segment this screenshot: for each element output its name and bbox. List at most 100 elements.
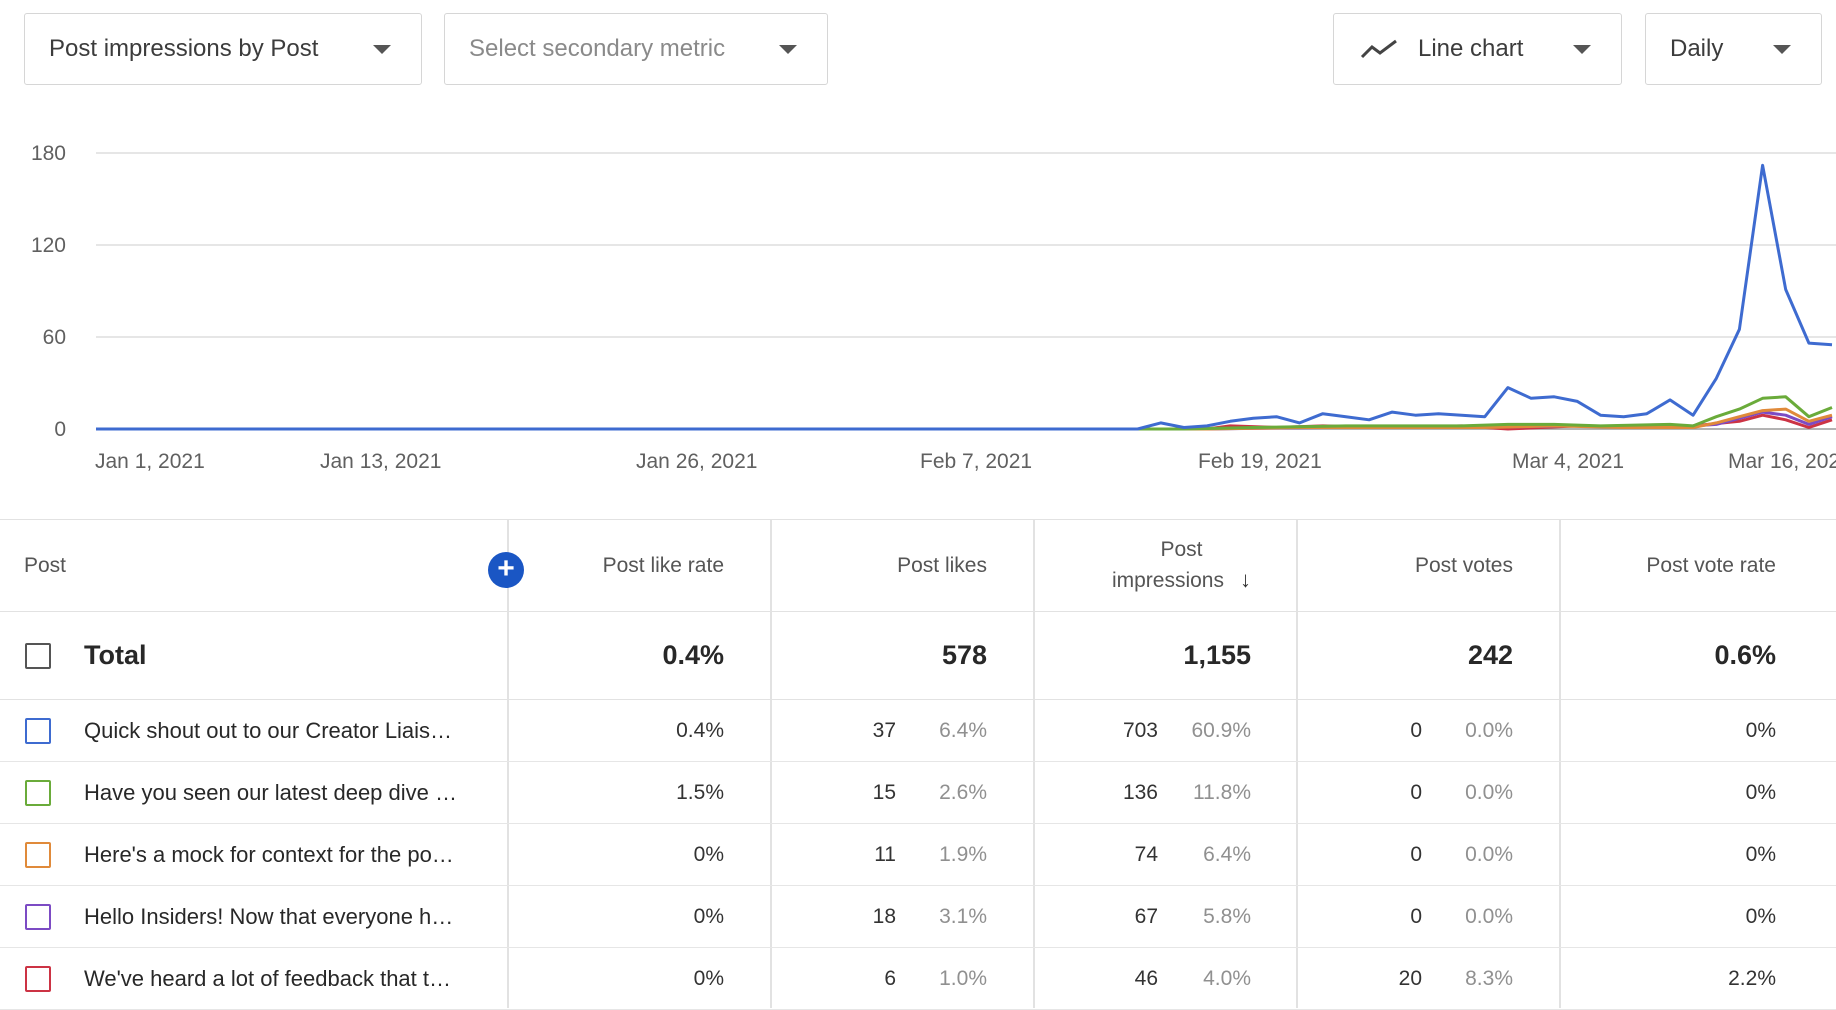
total-vote-rate: 0.6% <box>1714 640 1776 670</box>
chart-type-dropdown[interactable]: Line chart <box>1333 13 1622 85</box>
header-post[interactable]: Post <box>24 553 67 577</box>
post-votes-pct: 0.0% <box>1465 718 1513 742</box>
total-votes: 242 <box>1467 640 1513 670</box>
post-likes: 37 <box>872 718 896 742</box>
line-chart-icon <box>1360 37 1400 61</box>
x-tick-label: Jan 26, 2021 <box>636 450 757 473</box>
period-dropdown[interactable]: Daily <box>1645 13 1822 85</box>
post-impressions-pct: 11.8% <box>1193 780 1251 804</box>
table-row[interactable]: Quick shout out to our Creator Liais… 0.4… <box>0 700 1836 762</box>
primary-metric-dropdown[interactable]: Post impressions by Post <box>24 13 422 85</box>
total-row: Total 0.4% 578 1,155 242 0.6% <box>0 612 1836 700</box>
post-votes: 0 <box>1410 780 1422 804</box>
post-likes: 6 <box>884 966 896 990</box>
series-line-1[interactable] <box>96 395 1833 431</box>
add-column-button[interactable]: + <box>488 552 524 588</box>
header-impressions-line1: Post <box>1160 538 1203 561</box>
post-votes-pct: 0.0% <box>1465 842 1513 866</box>
post-title[interactable]: Hello Insiders! Now that everyone h… <box>84 903 454 929</box>
post-impressions: 46 <box>1134 966 1158 990</box>
y-tick-label: 180 <box>31 142 66 165</box>
x-tick-label: Feb 7, 2021 <box>920 450 1032 473</box>
total-impressions: 1,155 <box>1183 640 1251 670</box>
post-votes-pct: 0.0% <box>1465 904 1513 928</box>
post-title[interactable]: Here's a mock for context for the po… <box>84 841 454 867</box>
table-row[interactable]: Have you seen our latest deep dive … 1.5%… <box>0 762 1836 824</box>
post-votes-pct: 8.3% <box>1465 966 1513 990</box>
header-vote-rate[interactable]: Post vote rate <box>1646 553 1776 577</box>
column-divider <box>770 520 772 1008</box>
post-likes: 11 <box>874 842 896 866</box>
post-like-rate: 0% <box>693 842 724 866</box>
post-like-rate: 1.5% <box>676 780 724 804</box>
table-header-row: Post + Post like rate Post likes Post im… <box>0 520 1836 612</box>
post-title[interactable]: Have you seen our latest deep dive … <box>84 779 458 805</box>
post-vote-rate: 0% <box>1745 780 1776 804</box>
header-likes[interactable]: Post likes <box>897 553 987 577</box>
y-tick-label: 0 <box>54 418 66 441</box>
primary-metric-label: Post impressions by Post <box>49 35 319 62</box>
post-votes: 0 <box>1410 842 1422 866</box>
chart-type-label: Line chart <box>1418 35 1524 62</box>
post-title[interactable]: We've heard a lot of feedback that t… <box>84 965 452 991</box>
series-checkbox[interactable] <box>25 718 51 744</box>
post-impressions-pct: 4.0% <box>1203 966 1251 990</box>
impressions-line-chart[interactable]: 0 60 120 180 Jan 1, 2021 Jan 13, 2021 Jan 26, … <box>0 125 1836 490</box>
total-checkbox[interactable] <box>25 643 51 669</box>
column-divider <box>1296 520 1298 1008</box>
sort-descending-icon[interactable]: ↓ <box>1240 567 1251 592</box>
header-impressions[interactable]: Post impressions ↓ <box>1033 520 1251 611</box>
post-like-rate: 0% <box>693 966 724 990</box>
header-votes[interactable]: Post votes <box>1414 553 1513 577</box>
secondary-metric-dropdown[interactable]: Select secondary metric <box>444 13 828 85</box>
series-checkbox[interactable] <box>25 904 51 930</box>
post-vote-rate: 2.2% <box>1728 966 1776 990</box>
table-row[interactable]: Hello Insiders! Now that everyone h… 0% 18… <box>0 886 1836 948</box>
series-checkbox[interactable] <box>25 842 51 868</box>
series-line-0[interactable] <box>96 163 1833 431</box>
total-likes: 578 <box>941 640 987 670</box>
x-tick-label: Jan 1, 2021 <box>95 450 205 473</box>
post-votes: 20 <box>1398 966 1422 990</box>
post-impressions-pct: 5.8% <box>1203 904 1251 928</box>
post-like-rate: 0.4% <box>676 718 724 742</box>
post-impressions: 74 <box>1134 842 1158 866</box>
chevron-down-icon <box>1573 44 1591 54</box>
post-likes-pct: 1.0% <box>939 966 987 990</box>
post-votes: 0 <box>1410 904 1422 928</box>
total-like-rate: 0.4% <box>662 640 724 670</box>
chevron-down-icon <box>373 44 391 54</box>
period-label: Daily <box>1670 35 1724 62</box>
column-divider <box>1559 520 1561 1008</box>
post-like-rate: 0% <box>693 904 724 928</box>
header-like-rate[interactable]: Post like rate <box>602 553 724 577</box>
x-tick-label: Jan 13, 2021 <box>320 450 441 473</box>
post-impressions: 67 <box>1134 904 1158 928</box>
post-impressions-pct: 60.9% <box>1191 718 1251 742</box>
post-likes: 18 <box>872 904 896 928</box>
post-vote-rate: 0% <box>1745 718 1776 742</box>
table-row[interactable]: Here's a mock for context for the po… 0% 1… <box>0 824 1836 886</box>
post-likes-pct: 1.9% <box>939 842 987 866</box>
x-tick-label: Mar 16, 2021 <box>1728 450 1836 473</box>
posts-table: Post + Post like rate Post likes Post im… <box>0 519 1836 1010</box>
chevron-down-icon <box>1773 44 1791 54</box>
post-impressions-pct: 6.4% <box>1203 842 1251 866</box>
post-vote-rate: 0% <box>1745 904 1776 928</box>
series-checkbox[interactable] <box>25 966 51 992</box>
post-likes-pct: 2.6% <box>939 780 987 804</box>
post-likes-pct: 6.4% <box>939 718 987 742</box>
post-likes: 15 <box>872 780 896 804</box>
chevron-down-icon <box>779 44 797 54</box>
post-votes: 0 <box>1410 718 1422 742</box>
header-impressions-line2: impressions <box>1111 569 1224 592</box>
table-row[interactable]: We've heard a lot of feedback that t… 0% 6… <box>0 948 1836 1010</box>
post-title[interactable]: Quick shout out to our Creator Liais… <box>84 717 453 743</box>
post-impressions: 703 <box>1122 718 1158 742</box>
series-checkbox[interactable] <box>25 780 51 806</box>
column-divider <box>1033 520 1035 1008</box>
post-likes-pct: 3.1% <box>939 904 987 928</box>
y-tick-label: 60 <box>43 326 66 349</box>
total-label: Total <box>84 640 147 670</box>
column-divider <box>507 520 509 1008</box>
